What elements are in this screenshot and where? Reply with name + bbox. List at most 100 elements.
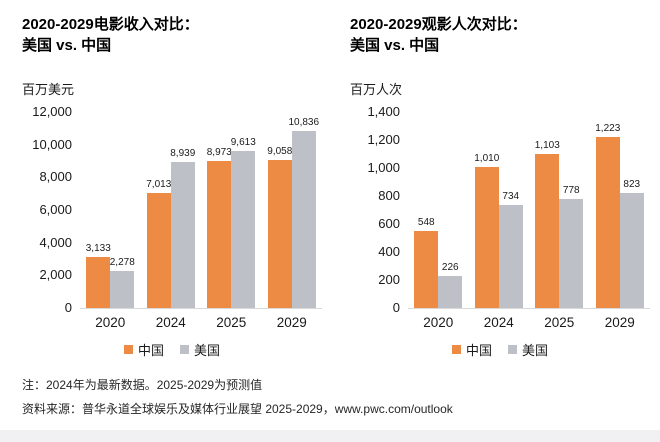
bar-us — [231, 151, 256, 308]
y-tick-label: 1,000 — [367, 160, 400, 175]
y-axis-unit-label: 百万美元 — [22, 82, 75, 97]
legend-label: 美国 — [194, 343, 221, 358]
bar-column: 548 — [414, 112, 439, 308]
y-tick-label: 8,000 — [39, 169, 72, 185]
bar-column: 1,223 — [595, 112, 621, 308]
footnotes: 注：2024年为最新数据。2025-2029为预测值 资料来源：普华永道全球娱乐… — [0, 373, 660, 421]
bar-china — [86, 256, 111, 308]
note-line: 注：2024年为最新数据。2025-2029为预测值 — [22, 378, 263, 392]
bar-us — [559, 199, 584, 308]
bar-china — [146, 193, 171, 308]
bar-column: 2,278 — [109, 112, 135, 308]
x-tick-label: 2024 — [155, 315, 186, 330]
bar-column: 226 — [438, 112, 463, 308]
bar-column: 8,973 — [206, 112, 232, 308]
bar-value-label: 10,836 — [288, 117, 320, 129]
y-tick-label: 10,000 — [32, 136, 72, 152]
chart-title-line1: 2020-2029观影人次对比： — [350, 16, 527, 33]
bar-value-label: 7,013 — [146, 179, 172, 191]
attendance-chart-title: 2020-2029观影人次对比： 美国 vs. 中国 — [350, 14, 650, 56]
bar-group: 1,103 778 — [529, 112, 590, 308]
legend-label: 中国 — [465, 343, 492, 358]
bar-china — [474, 166, 499, 308]
y-tick-label: 6,000 — [39, 202, 72, 217]
bar-china — [207, 161, 232, 308]
bar-column: 1,103 — [534, 112, 560, 308]
bar-column: 778 — [559, 112, 584, 308]
y-tick-label: 400 — [378, 244, 400, 259]
y-tick-label: 600 — [378, 216, 400, 231]
legend-label: 美国 — [522, 343, 549, 358]
bar-us — [170, 162, 195, 308]
bar-us — [498, 205, 523, 308]
legend-swatch-us — [180, 345, 189, 354]
y-axis: 0 200 400 600 800 1,000 1,200 1,400 — [350, 105, 400, 315]
bar-china — [535, 153, 560, 308]
bar-value-label: 8,973 — [206, 147, 232, 159]
legend-item-china: 中国 — [123, 340, 164, 359]
x-tick-label: 2024 — [483, 315, 514, 330]
bar-group: 9,058 10,836 — [262, 112, 323, 308]
bar-value-label: 1,103 — [534, 139, 560, 151]
source-line: 资料来源：普华永道全球娱乐及媒体行业展望 2025-2029，www.pwc.c… — [22, 402, 453, 416]
bar-value-label: 1,223 — [595, 122, 621, 134]
bar-group: 7,013 8,939 — [141, 112, 202, 308]
y-tick-label: 200 — [378, 272, 400, 287]
y-tick-label: 4,000 — [39, 234, 72, 250]
chart-title-line2: 美国 vs. 中国 — [22, 37, 112, 54]
bar-china — [595, 136, 620, 308]
bar-value-label: 823 — [623, 178, 641, 190]
bar-group: 8,973 9,613 — [201, 112, 262, 308]
y-tick-label: 0 — [392, 300, 400, 315]
chart-title-line2: 美国 vs. 中国 — [350, 37, 440, 54]
x-tick-label: 2025 — [544, 315, 575, 330]
y-axis: 0 2,000 4,000 6,000 8,000 10,000 12,000 — [22, 105, 72, 315]
bar-us — [110, 270, 135, 308]
chart-body: 0 200 400 600 800 1,000 1,200 1,400 548 226 1,010… — [350, 105, 651, 315]
bar-column: 9,058 — [267, 112, 293, 308]
bar-column: 3,133 — [85, 112, 111, 308]
legend-item-us: 美国 — [508, 340, 548, 359]
y-tick-label: 1,400 — [367, 104, 400, 119]
y-tick-label: 1,200 — [367, 132, 400, 147]
bar-value-label: 1,010 — [474, 152, 500, 164]
x-tick-label: 2025 — [216, 315, 247, 330]
bar-value-label: 548 — [417, 217, 435, 229]
bar-column: 734 — [498, 112, 523, 308]
legend: 中国 美国 — [350, 340, 650, 359]
bottom-band — [0, 430, 660, 442]
bar-column: 10,836 — [288, 112, 319, 308]
x-axis: 2020 2024 2025 2029 — [408, 315, 650, 330]
legend-swatch-us — [508, 345, 517, 354]
x-tick-label: 2020 — [95, 315, 126, 330]
y-tick-label: 0 — [64, 300, 72, 315]
y-tick-label: 800 — [378, 188, 400, 203]
bar-value-label: 734 — [502, 191, 520, 203]
bar-value-label: 2,278 — [109, 256, 135, 268]
bar-us — [438, 276, 463, 308]
bar-value-label: 9,613 — [230, 137, 256, 148]
chart-body: 0 2,000 4,000 6,000 8,000 10,000 12,000 3,133 2… — [22, 105, 323, 315]
y-tick-label: 12,000 — [32, 104, 72, 119]
bar-group: 1,010 734 — [469, 112, 530, 308]
x-tick-label: 2020 — [423, 315, 454, 330]
bar-value-label: 9,058 — [267, 146, 293, 158]
bar-value-label: 778 — [562, 185, 580, 197]
bar-column: 823 — [619, 112, 644, 308]
bar-us — [291, 131, 316, 308]
bar-column: 7,013 — [146, 112, 172, 308]
bar-column: 8,939 — [170, 112, 196, 308]
bar-column: 9,613 — [230, 112, 256, 308]
bar-group: 1,223 823 — [590, 112, 651, 308]
bar-value-label: 3,133 — [85, 242, 111, 254]
legend-label: 中国 — [137, 343, 164, 358]
bar-value-label: 8,939 — [170, 148, 196, 159]
legend-swatch-china — [123, 345, 133, 354]
bar-china — [267, 160, 292, 308]
legend-item-china: 中国 — [451, 340, 492, 359]
revenue-chart: 2020-2029电影收入对比： 美国 vs. 中国 百万美元 0 2,000 4,… — [22, 14, 322, 359]
bar-china — [414, 231, 439, 308]
bar-group: 548 226 — [408, 112, 469, 308]
x-axis: 2020 2024 2025 2029 — [80, 315, 322, 330]
